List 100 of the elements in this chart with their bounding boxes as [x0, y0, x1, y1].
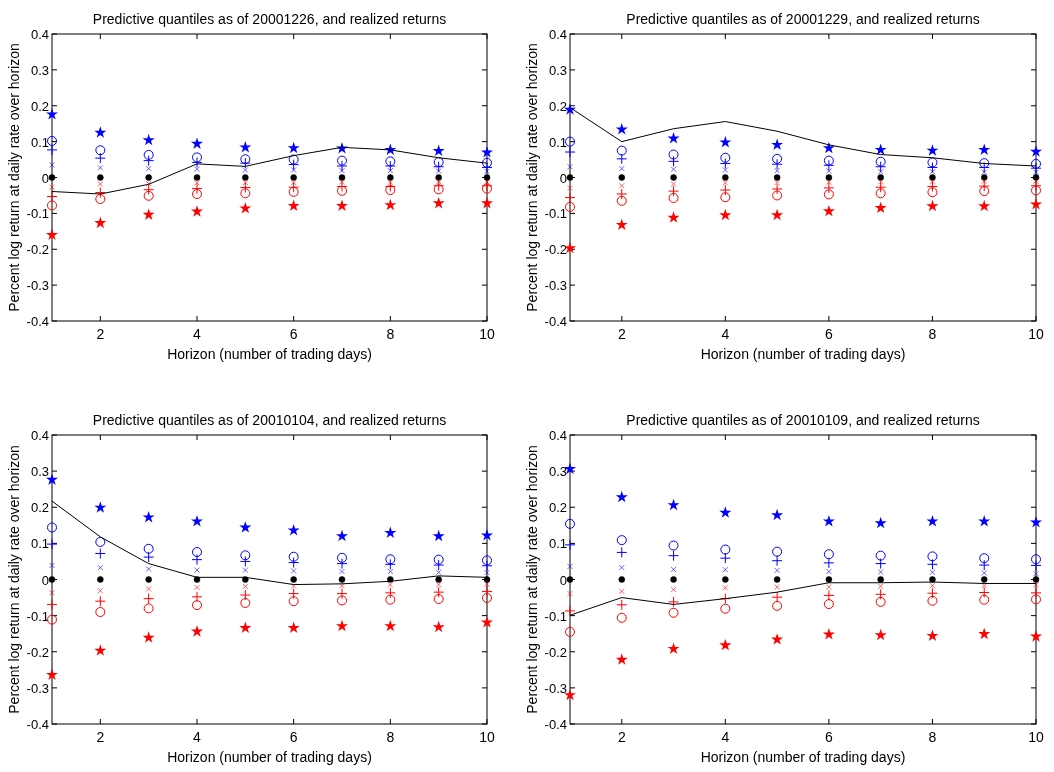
- x-axis-title: Horizon (number of trading days): [167, 346, 372, 362]
- point: [978, 587, 990, 598]
- y-tick-label: 0.2: [30, 500, 49, 516]
- point: [194, 567, 200, 574]
- point: [567, 185, 573, 192]
- x-tick-label: 8: [386, 729, 395, 745]
- point: [95, 194, 106, 205]
- point: [720, 544, 731, 555]
- point: [875, 156, 886, 167]
- y-tick-label: -0.3: [26, 278, 49, 294]
- point: [875, 181, 887, 193]
- x-tick-label: 6: [289, 326, 298, 342]
- point: [772, 190, 783, 201]
- point: [1033, 178, 1039, 185]
- point: [774, 584, 781, 591]
- point: [877, 583, 884, 590]
- point: [1030, 587, 1042, 599]
- point: [979, 594, 990, 605]
- point: [142, 208, 155, 220]
- point: [825, 168, 832, 175]
- point: [94, 152, 106, 164]
- y-tick-label: 0.1: [548, 134, 567, 150]
- point: [670, 566, 677, 573]
- point: [719, 136, 732, 148]
- point: [774, 567, 781, 574]
- point: [94, 216, 107, 229]
- point: [142, 133, 155, 146]
- point: [337, 185, 347, 196]
- point: [926, 515, 939, 527]
- point: [1031, 594, 1041, 605]
- point: [567, 563, 573, 570]
- point: [877, 576, 884, 583]
- y-tick-label: -0.4: [544, 314, 567, 329]
- point: [980, 576, 988, 583]
- point: [143, 149, 154, 160]
- point: [95, 145, 106, 156]
- point: [192, 547, 202, 558]
- point: [565, 518, 575, 529]
- y-tick-label: -0.3: [26, 680, 49, 696]
- point: [722, 576, 729, 583]
- point: [49, 562, 55, 569]
- point: [1030, 180, 1042, 192]
- chart-title: Predictive quantiles as of 20001229, and realized returns: [626, 11, 980, 27]
- point: [722, 174, 729, 181]
- point: [978, 199, 991, 212]
- x-tick-label: 6: [289, 729, 298, 745]
- point: [239, 621, 252, 634]
- point: [823, 589, 835, 601]
- x-tick-label: 2: [96, 729, 105, 745]
- y-tick-label: -0.1: [544, 608, 567, 624]
- point: [387, 167, 394, 174]
- point: [433, 180, 445, 192]
- point: [192, 189, 202, 199]
- point: [432, 529, 445, 542]
- point: [772, 153, 783, 164]
- point: [774, 179, 781, 186]
- point: [668, 550, 680, 562]
- point: [874, 628, 887, 641]
- point: [482, 555, 492, 566]
- point: [384, 198, 397, 211]
- x-tick-label: 8: [928, 326, 937, 342]
- point: [874, 143, 887, 155]
- y-tick-label: -0.3: [544, 278, 567, 294]
- point: [336, 160, 348, 172]
- point: [95, 607, 106, 618]
- point: [618, 588, 625, 595]
- point: [722, 566, 729, 573]
- point: [385, 156, 396, 167]
- point: [242, 174, 249, 181]
- point: [719, 208, 732, 221]
- y-tick-label: -0.1: [26, 608, 49, 624]
- point: [46, 598, 58, 610]
- point: [822, 204, 835, 217]
- point: [338, 174, 346, 181]
- point: [145, 576, 152, 583]
- point: [719, 552, 731, 564]
- point: [239, 157, 251, 169]
- point: [668, 596, 680, 608]
- point: [979, 553, 990, 564]
- point: [618, 564, 625, 571]
- point: [719, 506, 732, 518]
- point: [927, 157, 938, 168]
- chart-title: Predictive quantiles as of 20010104, and realized returns: [92, 412, 447, 428]
- x-axis-title: Horizon (number of trading days): [700, 749, 906, 765]
- point: [825, 576, 833, 583]
- point: [720, 192, 731, 203]
- y-tick-label: 0.1: [30, 536, 49, 552]
- point: [981, 169, 988, 176]
- point: [719, 638, 732, 651]
- point: [926, 180, 938, 192]
- y-axis-title: Percent log return at daily rate over horizon: [524, 445, 540, 714]
- y-tick-label: 0.1: [548, 536, 567, 552]
- point: [615, 653, 628, 665]
- y-tick-label: -0.4: [26, 314, 49, 329]
- point: [668, 149, 679, 160]
- y-tick-label: 0: [41, 170, 49, 186]
- point: [877, 178, 884, 185]
- point: [337, 155, 347, 166]
- point: [615, 490, 628, 503]
- x-tick-label: 4: [193, 326, 202, 342]
